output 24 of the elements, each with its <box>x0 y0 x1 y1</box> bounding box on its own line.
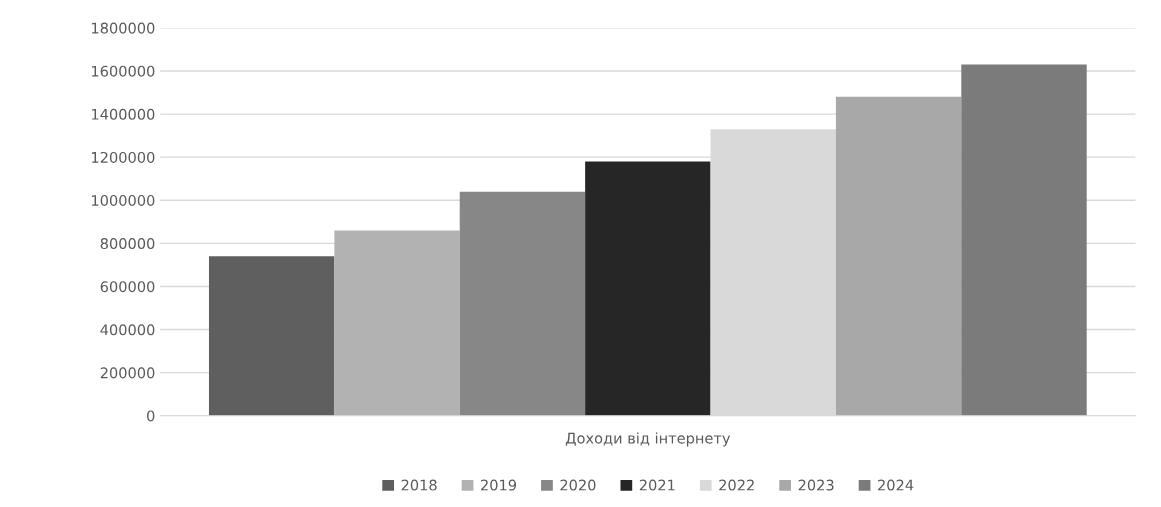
y-tick-label: 0 <box>147 410 155 422</box>
y-tick-label: 1400000 <box>92 108 155 120</box>
legend-label: 2022 <box>719 479 754 491</box>
x-tick-label: Доходи від інтернету <box>565 432 731 447</box>
y-tick-label: 1800000 <box>92 22 155 34</box>
legend-label: 2018 <box>401 479 437 491</box>
y-tick-label: 1600000 <box>92 65 155 77</box>
y-tick-label: 600000 <box>100 281 155 293</box>
legend-label: 2019 <box>481 479 517 491</box>
bar <box>334 230 460 416</box>
legend-label: 2020 <box>560 479 596 491</box>
y-tick-label: 800000 <box>100 238 155 250</box>
bar <box>459 191 586 416</box>
bar <box>835 96 962 416</box>
y-tick-label: 200000 <box>100 367 155 379</box>
legend-label: 2024 <box>878 479 914 491</box>
legend-label: 2023 <box>798 479 834 491</box>
y-tick-label: 1200000 <box>92 151 155 163</box>
bar <box>208 256 335 416</box>
y-tick-label: 1000000 <box>92 194 155 207</box>
y-tick-label: 400000 <box>100 324 155 336</box>
legend-label: 2021 <box>639 479 675 491</box>
bar <box>961 64 1087 416</box>
bar <box>585 161 711 416</box>
